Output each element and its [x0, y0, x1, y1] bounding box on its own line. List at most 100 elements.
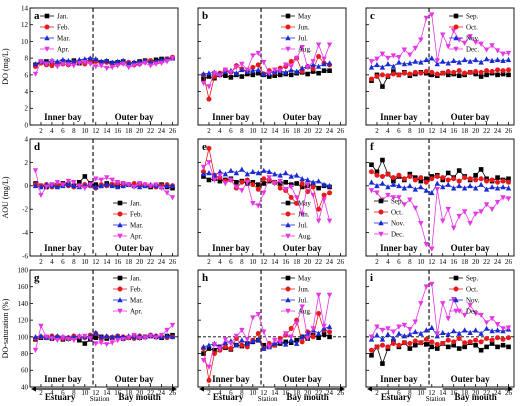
- x-tick-label: 6: [397, 389, 401, 397]
- data-point: [368, 334, 375, 340]
- series-sep: [369, 69, 511, 89]
- data-point: [93, 176, 99, 182]
- legend-entry: Mar.: [130, 222, 143, 230]
- data-point: [169, 333, 176, 340]
- data-point: [326, 218, 333, 224]
- legend-marker: [378, 198, 384, 204]
- data-point: [109, 65, 115, 71]
- legend-entry: Nov.: [391, 220, 405, 228]
- outer-bay-label: Outer bay: [283, 243, 323, 253]
- data-point: [315, 63, 322, 69]
- data-point: [82, 185, 88, 192]
- data-point: [390, 181, 397, 187]
- y-tick-label: 6: [25, 71, 29, 79]
- data-point: [472, 185, 479, 191]
- data-point: [407, 346, 413, 351]
- data-point: [505, 325, 512, 331]
- data-point: [418, 220, 424, 227]
- x-tick-label: 4: [218, 127, 222, 135]
- data-point: [206, 177, 212, 183]
- data-point: [374, 61, 380, 68]
- data-point: [489, 69, 495, 75]
- data-point: [326, 292, 333, 298]
- data-point: [164, 182, 170, 189]
- legend-marker: [453, 286, 459, 292]
- data-point: [77, 179, 82, 185]
- data-point: [445, 206, 451, 213]
- data-point: [412, 328, 419, 335]
- data-point: [288, 326, 294, 331]
- data-point: [467, 329, 473, 335]
- data-point: [390, 71, 396, 77]
- data-point: [222, 337, 229, 343]
- legend-marker: [285, 24, 291, 30]
- y-tick-label: -4: [22, 229, 28, 237]
- data-point: [60, 61, 66, 67]
- data-point: [255, 311, 261, 318]
- legend-entry: Nov.: [466, 35, 480, 43]
- data-point: [164, 327, 170, 334]
- data-point: [473, 342, 478, 348]
- data-point: [418, 330, 424, 336]
- x-tick-label: 2: [39, 258, 43, 266]
- x-tick-label: 26: [169, 127, 177, 135]
- data-point: [478, 347, 484, 353]
- x-tick-label: 14: [103, 127, 111, 135]
- data-point: [327, 329, 333, 335]
- data-point: [484, 344, 489, 350]
- data-point: [500, 178, 506, 184]
- data-point: [396, 72, 402, 78]
- data-point: [131, 63, 137, 69]
- data-point: [418, 301, 424, 307]
- x-tick-label: 18: [125, 258, 133, 266]
- data-point: [445, 72, 451, 78]
- data-point: [98, 63, 104, 69]
- data-point: [440, 58, 446, 64]
- data-point: [299, 339, 305, 345]
- data-point: [233, 65, 240, 71]
- data-point: [244, 171, 251, 177]
- x-tick-label: 16: [450, 127, 458, 135]
- data-point: [38, 333, 44, 339]
- series-aug: [200, 160, 333, 224]
- x-tick-label: 2: [39, 389, 43, 397]
- data-point: [451, 339, 457, 345]
- y-tick-label: 0: [25, 121, 29, 129]
- data-point: [368, 188, 375, 194]
- data-point: [71, 182, 77, 189]
- data-point: [261, 345, 267, 351]
- data-point: [385, 326, 391, 332]
- x-tick-label: 24: [158, 258, 166, 266]
- data-point: [299, 211, 305, 217]
- data-point: [473, 71, 478, 77]
- legend-marker: [117, 211, 123, 217]
- legend-entry: Apr.: [130, 308, 143, 316]
- data-point: [115, 184, 121, 190]
- data-point: [158, 56, 165, 63]
- data-point: [478, 339, 484, 345]
- panel-e: 2 4 6 8 10 12 14 16 18 20 22 24 26eMayJun.Jul.Aug.In…: [197, 138, 347, 266]
- data-point: [288, 334, 294, 340]
- data-point: [277, 72, 283, 78]
- data-point: [233, 342, 240, 348]
- data-point: [368, 169, 374, 175]
- data-point: [451, 28, 457, 34]
- data-point: [396, 55, 402, 61]
- series-line: [203, 55, 330, 100]
- data-point: [98, 333, 104, 340]
- legend: Jan. Feb. Mar. Apr.: [113, 275, 143, 316]
- data-point: [456, 213, 462, 220]
- data-point: [494, 56, 501, 63]
- data-point: [440, 184, 446, 190]
- plot-frame: [365, 138, 515, 257]
- data-point: [391, 338, 396, 344]
- data-point: [250, 53, 256, 59]
- x-tick-label: 10: [81, 258, 89, 266]
- data-point: [87, 61, 93, 67]
- data-point: [484, 72, 489, 78]
- data-point: [385, 331, 391, 337]
- data-point: [374, 190, 380, 196]
- inner-bay-label: Inner bay: [380, 243, 418, 253]
- data-point: [109, 340, 115, 346]
- data-point: [467, 302, 473, 308]
